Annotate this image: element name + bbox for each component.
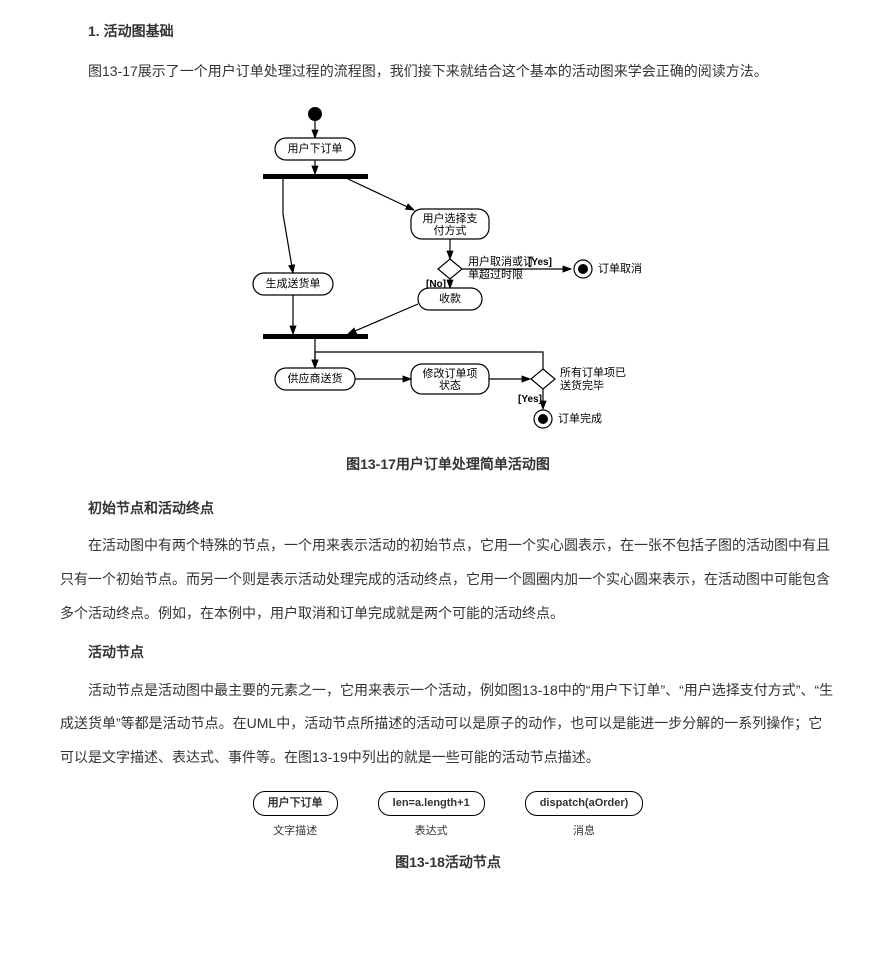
fig18-node-text: 用户下订单 [253,791,338,816]
activity-modify-label2: 状态 [439,378,461,392]
activity-collect-label: 收款 [439,291,461,305]
fig18-node-expr: len=a.length+1 [378,791,485,816]
subheading-activity-node: 活动节点 [60,636,836,670]
flowchart-13-17: 用户下订单 用户选择支 付方式 用户取消或订 单超过时限 [Yes] [No] … [228,94,668,444]
activity-delivery-label: 生成送货单 [266,276,321,290]
activity-modify-label1: 修改订单项 [423,366,478,380]
fig18-label-expr: 表达式 [378,824,485,839]
activity-payment-label1: 用户选择支 [423,211,478,225]
decision-cancel [438,259,462,279]
initial-node-icon [308,107,322,121]
para-activity-node: 活动节点是活动图中最主要的元素之一，它用来表示一个活动，例如图13-18中的“用… [60,674,836,775]
decision-done-label2: 送货完毕 [560,378,604,392]
para-initial-end: 在活动图中有两个特殊的节点，一个用来表示活动的初始节点，它用一个实心圆表示，在一… [60,529,836,630]
fig18-label-msg: 消息 [525,824,644,839]
end-done-label: 订单完成 [558,411,602,425]
fork-bar [263,174,368,179]
activity-order-label: 用户下订单 [288,141,343,155]
fig18-item-expr: len=a.length+1 表达式 [378,785,485,840]
diagram-17-container: 用户下订单 用户选择支 付方式 用户取消或订 单超过时限 [Yes] [No] … [60,94,836,444]
decision-done-yes: [Yes] [518,394,542,405]
decision-cancel-label1: 用户取消或订 [468,254,534,268]
fig18-item-text: 用户下订单 文字描述 [253,785,338,840]
fig18-item-msg: dispatch(aOrder) 消息 [525,785,644,840]
join-bar [263,334,368,339]
para-intro: 图13-17展示了一个用户订单处理过程的流程图，我们接下来就结合这个基本的活动图… [60,55,836,89]
fig18-node-msg: dispatch(aOrder) [525,791,644,816]
decision-done-label1: 所有订单项已 [560,365,626,379]
decision-done [531,369,555,389]
activity-supplier-label: 供应商送货 [288,371,343,385]
end-done-inner-icon [538,414,548,424]
fig18-label-text: 文字描述 [253,824,338,839]
end-cancel-label: 订单取消 [598,261,642,275]
caption-13-18: 图13-18活动节点 [60,846,836,880]
caption-13-17: 图13-17用户订单处理简单活动图 [60,448,836,482]
activity-payment-label2: 付方式 [434,223,467,237]
end-cancel-inner-icon [578,264,588,274]
subheading-initial-end: 初始节点和活动终点 [60,492,836,526]
figure-18-container: 用户下订单 文字描述 len=a.length+1 表达式 dispatch(a… [60,785,836,840]
decision-cancel-yes: [Yes] [528,257,552,268]
heading-activity-basics: 1. 活动图基础 [60,15,836,49]
